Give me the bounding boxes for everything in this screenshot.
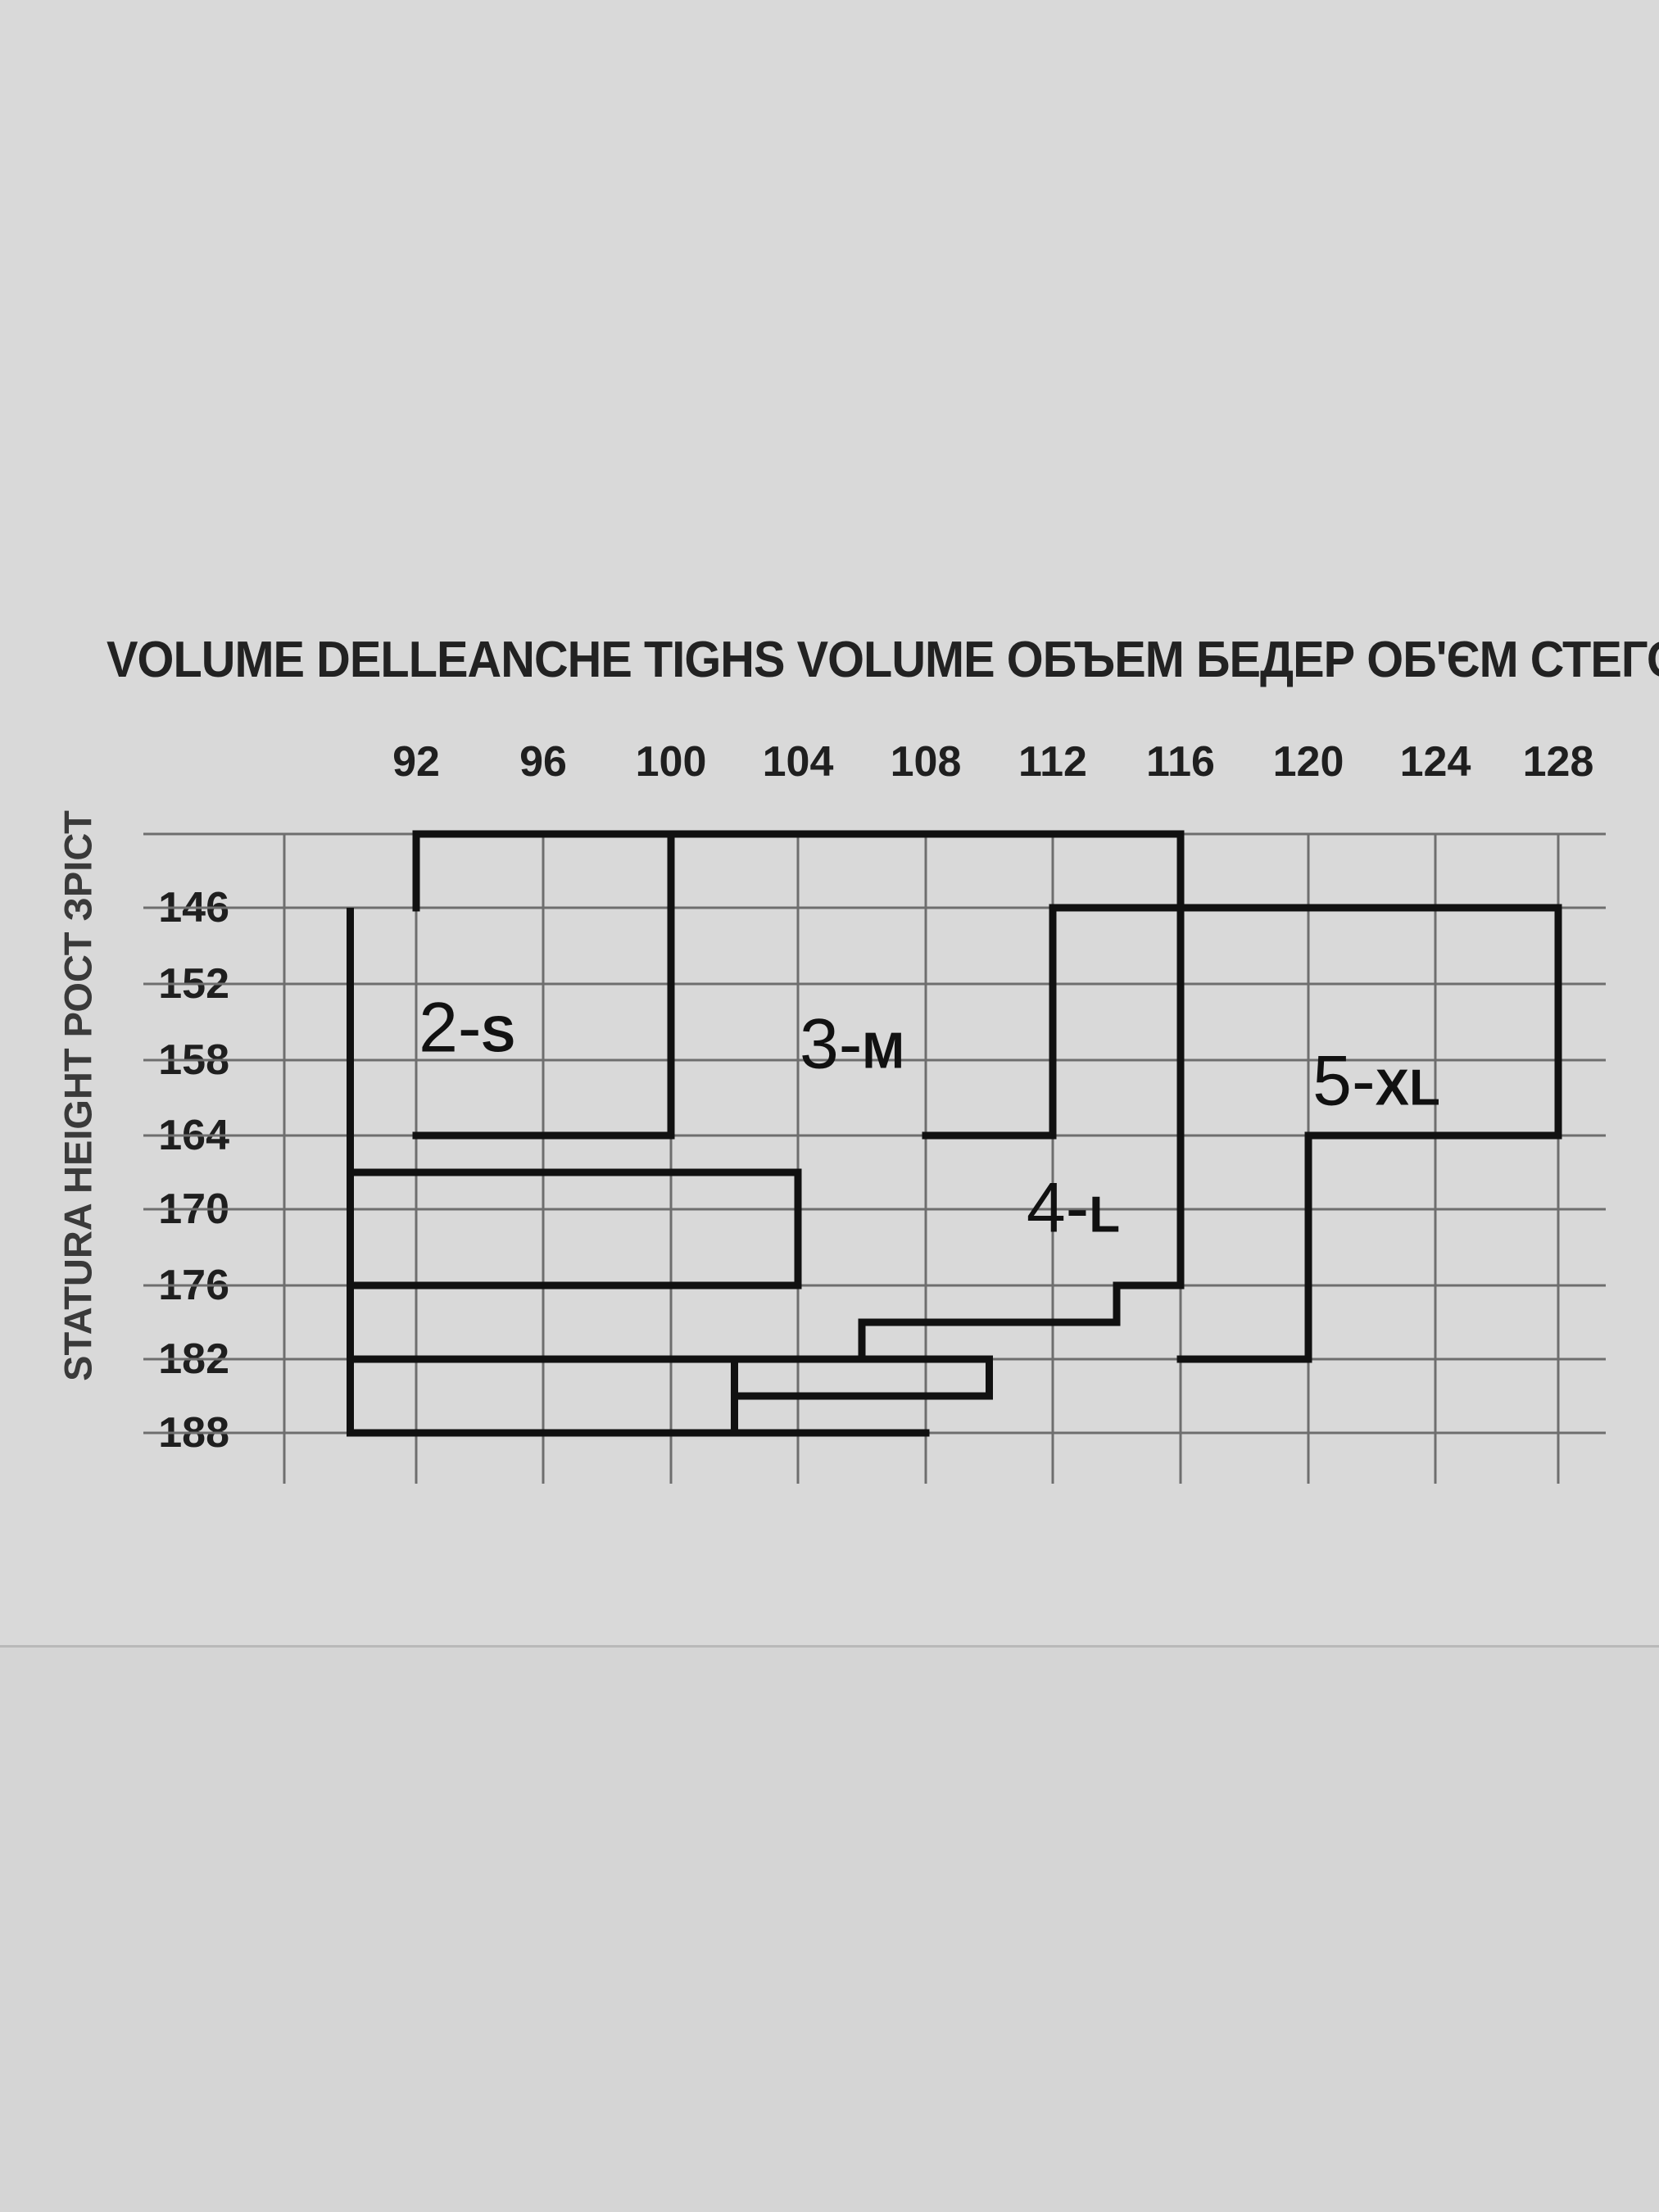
size-region-number: 2- [419, 988, 482, 1067]
x-axis-tick-label: 120 [1272, 738, 1344, 786]
x-axis-tick-label: 112 [1018, 738, 1087, 786]
x-axis-tick-label: 124 [1399, 738, 1471, 786]
size-region-code: L [1089, 1186, 1121, 1244]
region-outline-5-xl [1176, 904, 1562, 1363]
x-axis-tick-label: 92 [392, 738, 440, 786]
size-region-number: 4- [1026, 1168, 1090, 1248]
bottom-blank-strip [0, 1648, 1659, 2212]
x-axis-tick-label: 128 [1522, 738, 1594, 786]
size-region-code: S [481, 1006, 515, 1063]
chart-title: VOLUME DELLEANCHE TIGHS VOLUME ОБЪЕМ БЕД… [107, 632, 1659, 688]
size-region-label-m: 3-M [800, 1004, 904, 1086]
x-axis-tick-label: 116 [1146, 738, 1215, 786]
size-region-label-s: 2-S [419, 988, 515, 1069]
x-axis-tick-label: 96 [519, 738, 567, 786]
x-axis-tick-label: 104 [762, 738, 834, 786]
size-region-label-xl: 5-XL [1312, 1041, 1440, 1122]
grid-lines [143, 832, 1606, 1484]
size-region-number: 5- [1312, 1041, 1376, 1121]
size-region-label-l: 4-L [1027, 1168, 1120, 1249]
size-region-outlines [347, 830, 1562, 1437]
x-axis-tick-label: 100 [635, 738, 707, 786]
region-outline-4-l [731, 904, 1185, 1437]
region-outline-2-s [347, 908, 802, 1437]
bottom-divider [0, 1645, 1659, 1648]
size-region-number: 3- [799, 1004, 863, 1084]
x-axis-tick-label: 108 [890, 738, 962, 786]
size-region-code: M [862, 1022, 905, 1080]
size-region-code: XL [1375, 1059, 1440, 1117]
